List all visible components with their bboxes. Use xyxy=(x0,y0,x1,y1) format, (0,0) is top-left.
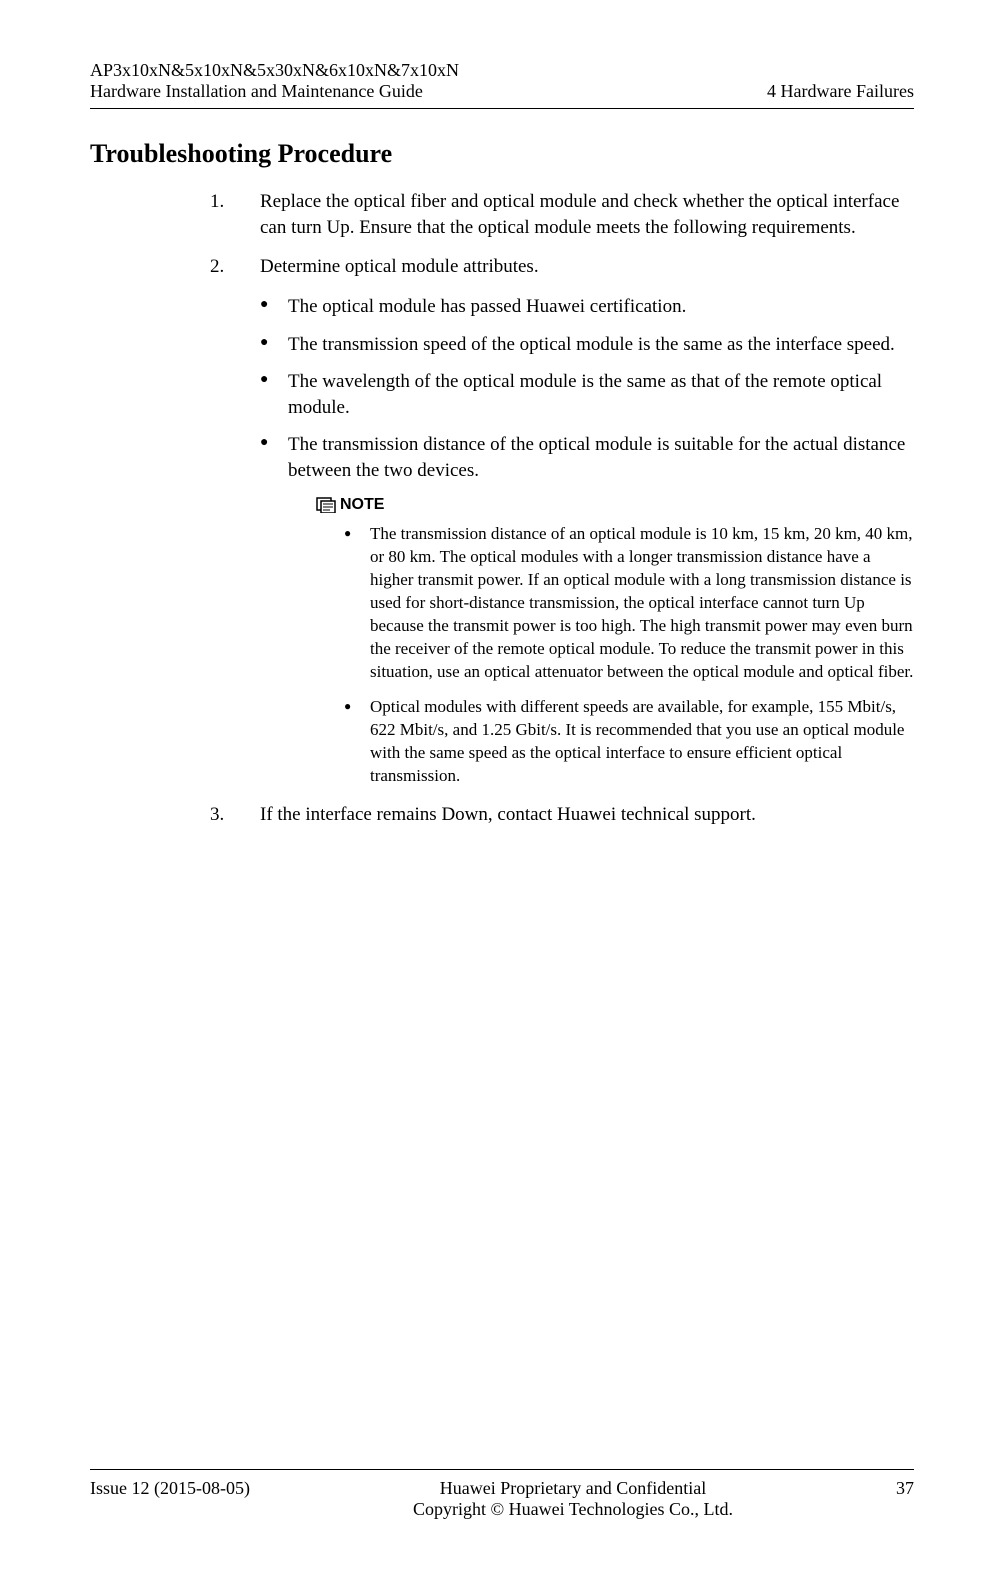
footer-issue: Issue 12 (2015-08-05) xyxy=(90,1478,250,1499)
note-block: NOTE The transmission distance of an opt… xyxy=(316,494,914,788)
attribute-list: The optical module has passed Huawei cer… xyxy=(260,294,914,788)
procedure-step: Determine optical module attributes. The… xyxy=(210,254,914,787)
note-label-text: NOTE xyxy=(340,494,384,516)
procedure-step: If the interface remains Down, contact H… xyxy=(210,802,914,828)
note-icon xyxy=(316,497,336,513)
attribute-text: The transmission speed of the optical mo… xyxy=(288,334,895,355)
note-list: The transmission distance of an optical … xyxy=(344,523,914,787)
step-text: If the interface remains Down, contact H… xyxy=(260,804,756,825)
footer-center: Huawei Proprietary and Confidential Copy… xyxy=(250,1478,896,1520)
attribute-item: The optical module has passed Huawei cer… xyxy=(260,294,914,320)
footer-page-number: 37 xyxy=(896,1478,914,1499)
note-item: The transmission distance of an optical … xyxy=(344,523,914,684)
header-chapter: 4 Hardware Failures xyxy=(767,81,914,102)
note-label: NOTE xyxy=(316,494,914,516)
page-header: AP3x10xN&5x10xN&5x30xN&6x10xN&7x10xN Har… xyxy=(90,60,914,109)
step-text: Replace the optical fiber and optical mo… xyxy=(260,191,899,238)
footer-proprietary: Huawei Proprietary and Confidential xyxy=(250,1478,896,1499)
attribute-item: The transmission distance of the optical… xyxy=(260,432,914,787)
note-text: The transmission distance of an optical … xyxy=(370,524,913,681)
procedure-list: Replace the optical fiber and optical mo… xyxy=(210,189,914,827)
attribute-text: The optical module has passed Huawei cer… xyxy=(288,296,686,317)
header-product-line: AP3x10xN&5x10xN&5x30xN&6x10xN&7x10xN xyxy=(90,60,459,81)
attribute-text: The transmission distance of the optical… xyxy=(288,434,905,481)
header-left: AP3x10xN&5x10xN&5x30xN&6x10xN&7x10xN Har… xyxy=(90,60,459,102)
procedure-step: Replace the optical fiber and optical mo… xyxy=(210,189,914,240)
step-text: Determine optical module attributes. xyxy=(260,256,539,277)
header-doc-title: Hardware Installation and Maintenance Gu… xyxy=(90,81,459,102)
footer-copyright: Copyright © Huawei Technologies Co., Ltd… xyxy=(250,1499,896,1520)
note-text: Optical modules with different speeds ar… xyxy=(370,697,904,785)
attribute-item: The wavelength of the optical module is … xyxy=(260,369,914,420)
section-title: Troubleshooting Procedure xyxy=(90,139,914,169)
attribute-item: The transmission speed of the optical mo… xyxy=(260,332,914,358)
page-footer: Issue 12 (2015-08-05) Huawei Proprietary… xyxy=(90,1469,914,1520)
attribute-text: The wavelength of the optical module is … xyxy=(288,371,882,418)
note-item: Optical modules with different speeds ar… xyxy=(344,696,914,788)
header-right: 4 Hardware Failures xyxy=(767,60,914,102)
